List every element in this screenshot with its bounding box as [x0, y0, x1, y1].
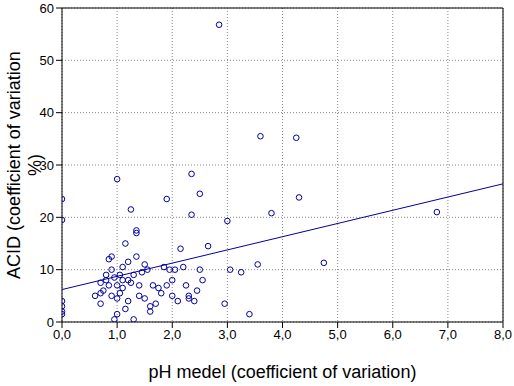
svg-text:30: 30 — [39, 157, 54, 173]
svg-text:40: 40 — [40, 105, 54, 120]
svg-text:10: 10 — [40, 262, 54, 277]
svg-text:7,0: 7,0 — [439, 327, 457, 342]
svg-text:20: 20 — [40, 210, 54, 225]
svg-text:60: 60 — [40, 1, 54, 16]
html-text:ACID (coefficient of variation: ACID (coefficient of variation — [4, 51, 24, 279]
svg-text:3,0: 3,0 — [218, 327, 236, 342]
svg-text:0,0: 0,0 — [53, 327, 71, 342]
svg-text:4,0: 4,0 — [273, 327, 291, 342]
svg-text:8,0: 8,0 — [494, 327, 512, 342]
svg-text:50: 50 — [40, 53, 54, 68]
svg-text:2,0: 2,0 — [163, 327, 181, 342]
svg-text:pH medel (coefficient of varia: pH medel (coefficient of variation) — [149, 362, 417, 382]
svg-text:1,0: 1,0 — [108, 327, 126, 342]
svg-text:5,0: 5,0 — [329, 327, 347, 342]
svg-text:6,0: 6,0 — [384, 327, 402, 342]
svg-text:0: 0 — [47, 315, 54, 330]
